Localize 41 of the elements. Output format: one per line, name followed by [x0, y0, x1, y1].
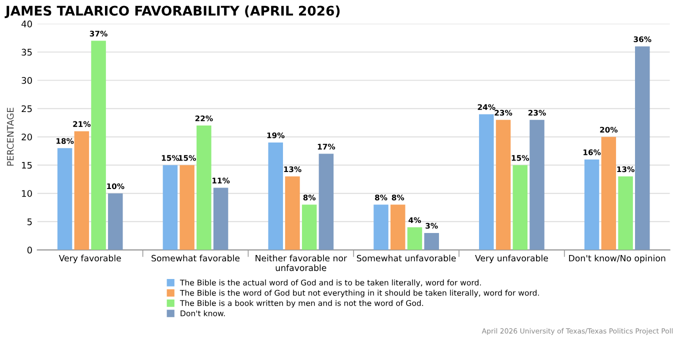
chart-title: JAMES TALARICO FAVORABILITY (APRIL 2026): [4, 6, 340, 18]
y-tick-label: 0: [27, 246, 32, 254]
bar: [268, 142, 283, 250]
bar: [390, 204, 406, 250]
y-axis-title: PERCENTAGE: [6, 108, 14, 166]
bar: [584, 159, 600, 250]
bar: [213, 188, 228, 250]
bar: [530, 120, 544, 250]
bar: [374, 204, 388, 250]
x-tick-label: Somewhat favorable: [152, 254, 240, 262]
x-tick-label: Very unfavorable: [475, 254, 548, 264]
y-tick-label: 20: [22, 134, 32, 140]
bar: [302, 204, 317, 250]
bar: [496, 120, 511, 250]
bar: [635, 46, 650, 250]
y-tick-label: 40: [21, 20, 32, 28]
x-tick-label: Don't know/No opinion: [569, 254, 666, 264]
bar: [285, 176, 300, 250]
y-tick-label: 5: [27, 218, 32, 226]
y-tick-label: 35: [22, 48, 32, 56]
y-tick-label: 15: [22, 162, 32, 169]
x-tick-label: Somewhat unfavorable: [356, 254, 456, 262]
bar: [91, 40, 106, 250]
bar: [618, 176, 633, 250]
bar: [479, 114, 494, 250]
y-tick-label: 25: [22, 105, 32, 112]
bar: [57, 148, 72, 250]
bar: [318, 154, 334, 250]
bar: [424, 232, 439, 250]
bar: [512, 165, 528, 250]
x-tick-label: Neither favorable nor unfavorable: [256, 254, 347, 272]
y-tick-label: 10: [22, 190, 32, 197]
bar: [196, 126, 212, 250]
x-tick-label: Very favorable: [58, 254, 121, 264]
bar: [601, 136, 616, 250]
bar: [180, 165, 194, 250]
bar: [407, 227, 422, 250]
y-tick-label: 30: [22, 77, 32, 84]
bar: [74, 131, 90, 250]
bar: [162, 165, 178, 250]
bar: [108, 193, 123, 250]
